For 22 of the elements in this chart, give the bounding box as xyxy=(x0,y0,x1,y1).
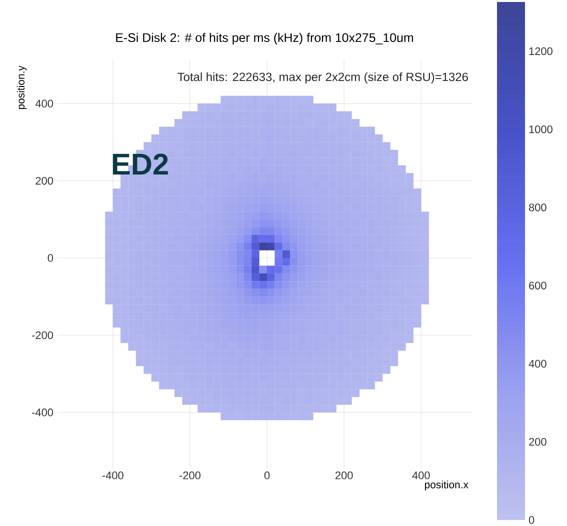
y-tick-label: 0 xyxy=(48,254,54,262)
color-bar-label: 1200 xyxy=(529,47,552,56)
x-tick-label: -200 xyxy=(179,472,200,480)
x-axis-title: position.x xyxy=(424,480,468,490)
annotation: ED2 xyxy=(112,154,168,174)
x-tick-label: 400 xyxy=(412,472,430,480)
y-axis-title: position.y xyxy=(16,66,27,110)
y-tick-label: 400 xyxy=(35,100,54,108)
color-bar-label: 400 xyxy=(528,360,546,368)
y-tick-label: -200 xyxy=(32,331,54,340)
color-bar-label: 800 xyxy=(528,204,546,212)
color-bar-label: 0 xyxy=(528,516,534,524)
x-tick-label: 0 xyxy=(264,472,270,480)
color-bar-label: 1000 xyxy=(529,125,552,134)
y-tick-label: 200 xyxy=(36,176,54,185)
color-bar-label: 600 xyxy=(529,282,546,290)
x-tick-label: 200 xyxy=(335,472,353,480)
x-tick-label: -400 xyxy=(102,472,124,480)
color-bar-label: 200 xyxy=(529,438,546,446)
annotation: Total hits: 222633, max per 2x2cm (size of RSU)=1326 xyxy=(178,72,468,84)
y-tick-label: -400 xyxy=(32,408,54,416)
chart-title: E-Si Disk 2: # of hits per ms (kHz) from 10x275_10um xyxy=(116,32,414,44)
